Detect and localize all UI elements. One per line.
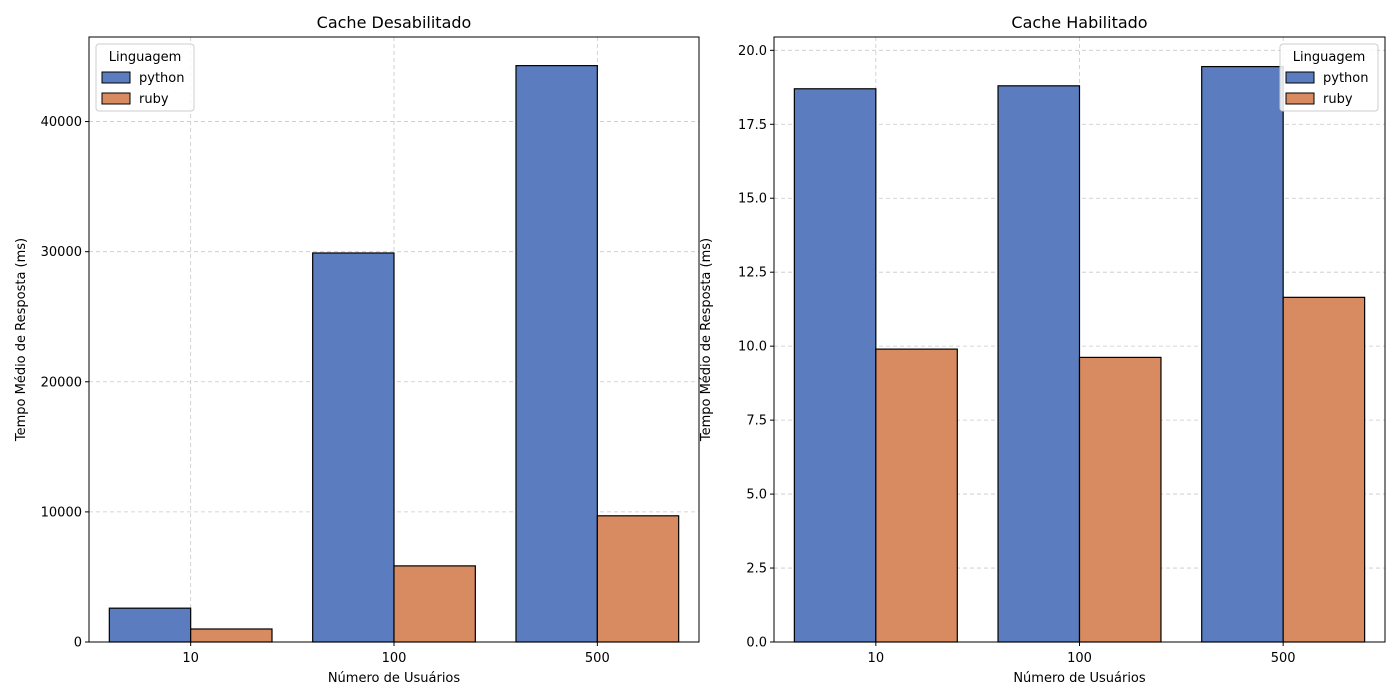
- bar-python-10: [793, 88, 877, 643]
- y-tick-label: 20000: [41, 375, 82, 390]
- y-axis-label: Tempo Médio de Resposta (ms): [699, 238, 714, 442]
- x-tick-label: 100: [1067, 651, 1092, 666]
- y-tick-label: 30000: [41, 245, 82, 260]
- legend-label-ruby: ruby: [139, 92, 169, 107]
- x-tick-label: 500: [585, 651, 610, 666]
- y-axis-label: Tempo Médio de Resposta (ms): [14, 238, 29, 442]
- bar-ruby-500: [1282, 296, 1366, 643]
- x-tick-label: 100: [382, 651, 407, 666]
- legend-label-python: python: [1323, 71, 1368, 86]
- chart-title: Cache Habilitado: [1011, 13, 1147, 32]
- y-tick-label: 17.5: [738, 118, 767, 133]
- chart-panel-2: 0.0 2.5 5.0 7.5 10.0 12.5 15.0 17.5 20.0 10 100 500…: [699, 13, 1386, 686]
- x-tick-label: 10: [868, 651, 885, 666]
- bar-python-100: [997, 85, 1081, 643]
- legend-swatch-ruby: [1285, 92, 1315, 105]
- bar-python-10: [108, 607, 192, 643]
- y-tick-label: 10000: [41, 505, 82, 520]
- bar-ruby-500: [596, 515, 680, 643]
- bar-ruby-10: [875, 348, 958, 643]
- legend: Linguagem python ruby: [95, 43, 195, 112]
- y-tick-label: 7.5: [746, 414, 767, 429]
- legend-title: Linguagem: [109, 50, 181, 65]
- y-tick-label: 2.5: [746, 562, 767, 577]
- legend-swatch-python: [101, 71, 131, 84]
- y-tick-label: 40000: [41, 115, 82, 130]
- legend-swatch-ruby: [101, 92, 131, 105]
- x-tick-label: 10: [182, 651, 199, 666]
- y-tick-label: 10.0: [738, 340, 767, 355]
- bar-python-500: [515, 65, 598, 643]
- bar-python-100: [312, 252, 395, 643]
- chart-panel-1: 0 10000 20000 30000 40000 10 100 500 Cache Desab…: [14, 13, 700, 686]
- bar-ruby-100: [393, 565, 476, 643]
- y-tick-label: 15.0: [738, 192, 767, 207]
- x-axis-label: Número de Usuários: [328, 671, 461, 686]
- legend-title: Linguagem: [1293, 50, 1365, 65]
- legend: Linguagem python ruby: [1279, 43, 1379, 112]
- bar-ruby-10: [190, 628, 273, 643]
- x-tick-label: 500: [1271, 651, 1296, 666]
- bar-python-500: [1201, 65, 1284, 643]
- legend-swatch-python: [1285, 71, 1315, 84]
- x-axis-label: Número de Usuários: [1013, 671, 1146, 686]
- legend-label-ruby: ruby: [1323, 92, 1353, 107]
- y-tick-label: 20.0: [738, 44, 767, 59]
- y-tick-label: 0.0: [746, 636, 767, 651]
- y-tick-label: 0: [74, 636, 82, 651]
- y-tick-label: 5.0: [746, 488, 767, 503]
- y-tick-label: 12.5: [738, 266, 767, 281]
- chart-title: Cache Desabilitado: [317, 13, 472, 32]
- bar-ruby-100: [1078, 356, 1162, 643]
- legend-label-python: python: [139, 71, 184, 86]
